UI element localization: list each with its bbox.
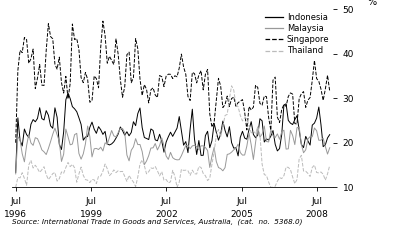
Indonesia <box>308 144 312 146</box>
Thailand <box>262 173 267 176</box>
Indonesia <box>13 171 18 174</box>
Line: Singapore: Singapore <box>15 21 330 143</box>
Thailand <box>253 132 258 135</box>
Singapore <box>308 96 312 99</box>
Singapore <box>197 74 201 76</box>
Singapore <box>29 57 33 60</box>
Singapore <box>253 84 258 86</box>
Text: 1999: 1999 <box>79 210 102 219</box>
Thailand <box>308 175 312 178</box>
Indonesia <box>328 133 332 136</box>
Singapore <box>15 69 20 72</box>
Thailand <box>29 159 33 162</box>
Text: Jul: Jul <box>85 197 96 206</box>
Thailand <box>229 84 234 87</box>
Line: Thailand: Thailand <box>15 86 330 187</box>
Y-axis label: %: % <box>368 0 377 7</box>
Indonesia <box>29 123 33 126</box>
Malaysia <box>262 125 267 127</box>
Thailand <box>194 173 199 175</box>
Malaysia <box>29 142 33 144</box>
Indonesia <box>66 92 70 94</box>
Malaysia <box>15 135 20 138</box>
Text: Jul: Jul <box>10 197 21 206</box>
Indonesia <box>15 116 20 119</box>
Malaysia <box>328 146 332 149</box>
Text: Jul: Jul <box>312 197 323 206</box>
Indonesia <box>197 139 201 142</box>
Singapore <box>328 90 332 93</box>
Text: Jul: Jul <box>161 197 172 206</box>
Thailand <box>13 186 18 189</box>
Indonesia <box>253 136 258 139</box>
Malaysia <box>260 133 264 136</box>
Thailand <box>15 176 20 179</box>
Text: 2008: 2008 <box>306 210 329 219</box>
Malaysia <box>308 135 312 138</box>
Line: Malaysia: Malaysia <box>15 126 330 174</box>
Singapore <box>262 95 267 97</box>
Text: 2002: 2002 <box>155 210 178 219</box>
Singapore <box>13 141 18 144</box>
Thailand <box>328 164 332 167</box>
Malaysia <box>194 145 199 148</box>
Line: Indonesia: Indonesia <box>15 93 330 173</box>
Text: 1996: 1996 <box>4 210 27 219</box>
Malaysia <box>13 173 18 175</box>
Text: Source: International Trade in Goods and Services, Australia,  (cat.  no.  5368.: Source: International Trade in Goods and… <box>12 218 303 225</box>
Text: 2005: 2005 <box>230 210 253 219</box>
Malaysia <box>251 158 256 161</box>
Legend: Indonesia, Malaysia, Singapore, Thailand: Indonesia, Malaysia, Singapore, Thailand <box>262 10 333 59</box>
Text: Jul: Jul <box>236 197 247 206</box>
Indonesia <box>262 141 267 143</box>
Singapore <box>100 20 105 22</box>
